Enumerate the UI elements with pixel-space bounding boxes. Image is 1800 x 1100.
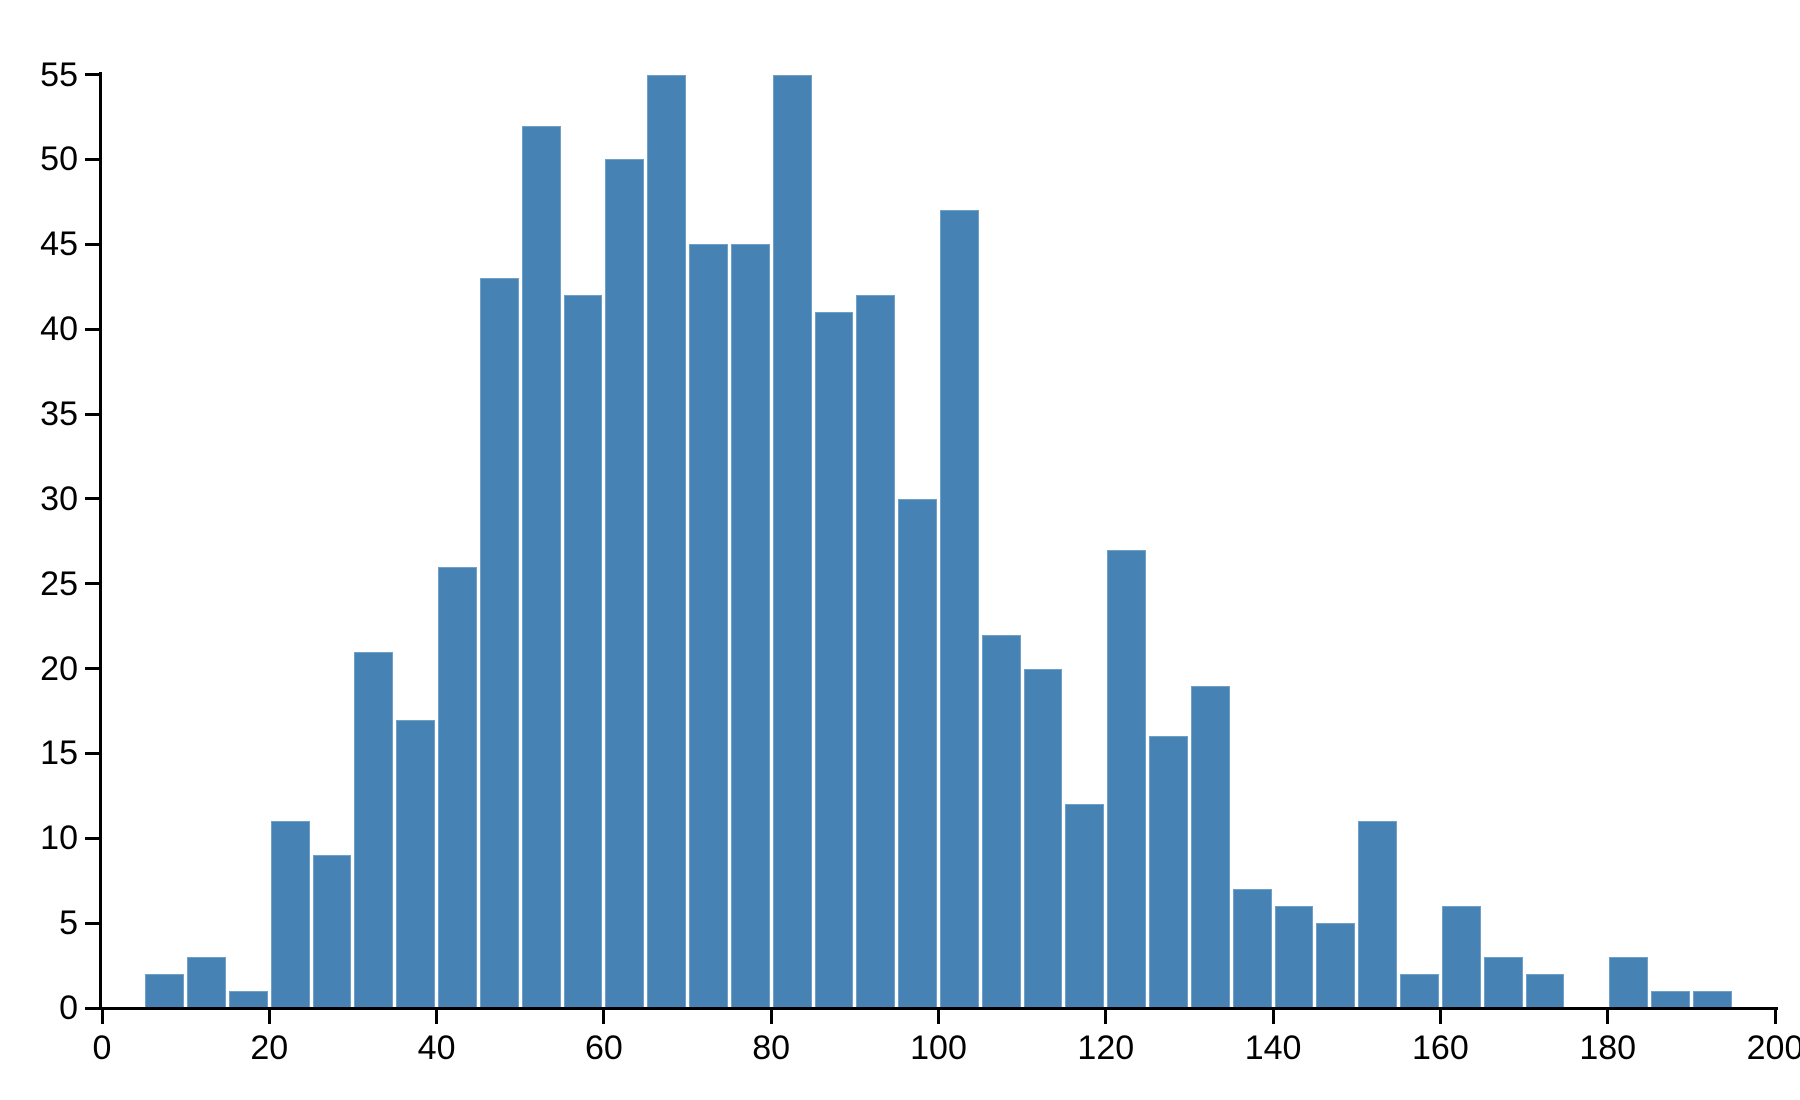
histogram-bar	[145, 974, 185, 1008]
histogram-bar	[772, 74, 812, 1008]
y-tick-label: 45	[40, 225, 78, 264]
y-tick-label: 50	[40, 140, 78, 179]
y-tick-label: 0	[59, 989, 78, 1027]
y-tick-label: 15	[40, 734, 78, 773]
y-axis-line	[99, 72, 102, 1010]
x-tick-mark	[100, 1010, 104, 1024]
y-tick-label: 55	[40, 55, 78, 94]
histogram-bar	[1441, 906, 1481, 1008]
histogram-bar	[814, 312, 854, 1008]
plot-area	[102, 74, 1775, 1008]
y-tick-mark	[85, 73, 99, 77]
histogram-bar	[563, 295, 603, 1008]
x-tick-label: 100	[910, 1029, 967, 1067]
histogram-bar	[1358, 821, 1398, 1008]
y-tick-label: 30	[40, 479, 78, 518]
y-tick-mark	[85, 836, 99, 840]
histogram-bar	[1400, 974, 1439, 1008]
histogram-bar	[1107, 549, 1147, 1008]
histogram-bar	[940, 210, 979, 1008]
y-tick-mark	[85, 751, 99, 755]
y-tick-mark	[85, 242, 99, 246]
histogram-bar	[898, 498, 937, 1008]
histogram-bar	[521, 125, 561, 1008]
histogram-bar	[187, 957, 226, 1008]
y-tick-mark	[85, 412, 99, 416]
x-tick-mark	[602, 1010, 606, 1024]
x-tick-mark	[1104, 1010, 1108, 1024]
x-tick-mark	[267, 1010, 271, 1024]
x-axis-line	[99, 1007, 1778, 1010]
x-tick-label: 140	[1244, 1029, 1302, 1067]
histogram-bar	[1525, 974, 1565, 1008]
histogram-bar	[1190, 685, 1230, 1008]
histogram-bar	[1023, 668, 1063, 1008]
histogram-bar	[228, 991, 268, 1008]
x-tick-mark	[435, 1010, 439, 1024]
histogram-bar	[396, 719, 436, 1008]
y-tick-label: 35	[40, 395, 78, 434]
histogram-bar	[1483, 957, 1523, 1008]
y-tick-mark	[85, 1006, 99, 1010]
histogram-bar	[689, 244, 728, 1008]
histogram-bar	[479, 278, 519, 1008]
x-tick-mark	[1271, 1010, 1275, 1024]
y-tick-label: 10	[40, 819, 78, 858]
histogram-bar	[438, 566, 477, 1008]
x-tick-label: 120	[1077, 1029, 1135, 1067]
histogram-bar	[1316, 923, 1356, 1008]
y-tick-label: 25	[40, 564, 78, 603]
histogram-bar	[312, 855, 352, 1008]
y-tick-mark	[85, 497, 99, 501]
y-tick-label: 5	[59, 904, 78, 943]
x-tick-label: 40	[417, 1029, 456, 1067]
x-tick-mark	[1773, 1010, 1777, 1024]
histogram-bar	[730, 244, 770, 1008]
x-tick-mark	[769, 1010, 773, 1024]
x-tick-label: 20	[250, 1029, 289, 1067]
x-tick-label: 180	[1579, 1029, 1637, 1067]
x-tick-mark	[1438, 1010, 1442, 1024]
y-tick-mark	[85, 327, 99, 331]
histogram-bar	[1232, 889, 1272, 1008]
x-tick-label: 200	[1746, 1029, 1800, 1067]
x-tick-label: 0	[92, 1029, 112, 1067]
histogram-bar	[354, 651, 394, 1008]
y-tick-mark	[85, 921, 99, 925]
histogram-bar	[1065, 804, 1105, 1008]
x-tick-mark	[1606, 1010, 1610, 1024]
histogram-bar	[605, 159, 645, 1008]
histogram-bar	[1274, 906, 1314, 1008]
histogram-bar	[856, 295, 896, 1008]
histogram-bar	[1149, 736, 1188, 1008]
x-tick-label: 60	[584, 1029, 623, 1067]
y-tick-mark	[85, 582, 99, 586]
histogram-bar	[270, 821, 310, 1008]
x-tick-mark	[937, 1010, 940, 1024]
y-tick-mark	[85, 157, 99, 161]
y-tick-label: 20	[40, 649, 78, 688]
histogram-bar	[981, 634, 1021, 1008]
x-tick-label: 80	[752, 1029, 791, 1067]
histogram-bar	[1609, 957, 1648, 1008]
histogram-bar	[1651, 991, 1690, 1008]
y-tick-mark	[85, 667, 99, 671]
histogram-bar	[1692, 991, 1732, 1008]
histogram-bar	[647, 74, 687, 1008]
y-tick-label: 40	[40, 310, 78, 349]
x-tick-label: 160	[1412, 1029, 1469, 1067]
